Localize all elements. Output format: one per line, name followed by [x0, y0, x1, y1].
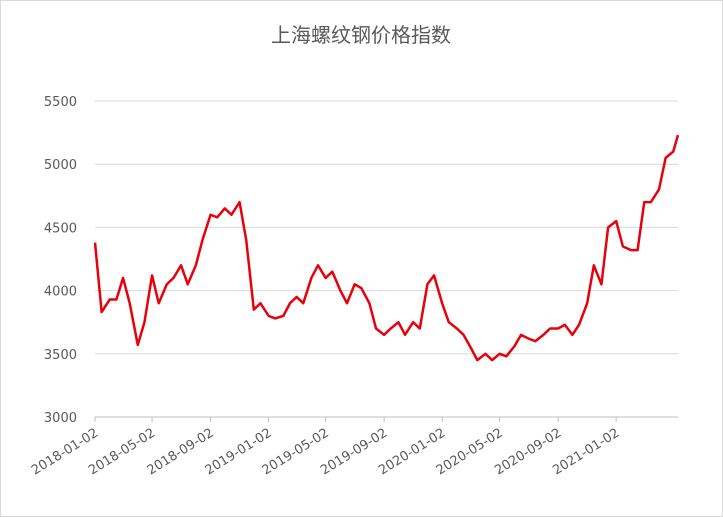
- y-tick-label: 4500: [44, 221, 77, 236]
- line: [93, 134, 680, 362]
- y-tick-label: 5500: [44, 95, 77, 110]
- y-tick-label: 3500: [44, 348, 77, 363]
- y-tick-label: 4000: [44, 285, 77, 300]
- y-tick-label: 3000: [44, 411, 77, 426]
- y-tick-label: 5000: [44, 158, 77, 173]
- chart-title: 上海螺纹钢价格指数: [271, 23, 451, 47]
